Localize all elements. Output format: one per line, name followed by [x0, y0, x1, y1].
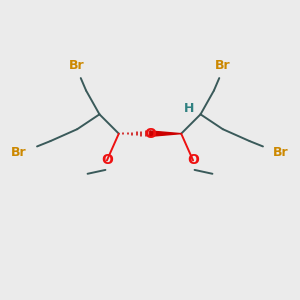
- Text: Br: Br: [11, 146, 27, 160]
- Text: Br: Br: [215, 59, 231, 72]
- Text: H: H: [184, 103, 194, 116]
- Text: O: O: [144, 127, 156, 141]
- Text: O: O: [101, 153, 113, 167]
- Text: O: O: [187, 153, 199, 167]
- Polygon shape: [150, 131, 181, 136]
- Text: Br: Br: [69, 59, 85, 72]
- Text: Br: Br: [273, 146, 289, 160]
